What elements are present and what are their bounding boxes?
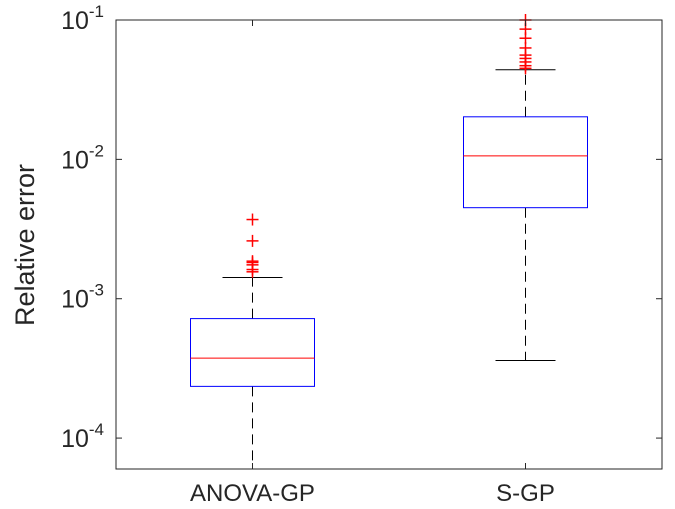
y-axis-label: Relative error bbox=[10, 164, 40, 326]
y-tick-label: 10-3 bbox=[61, 281, 104, 314]
x-tick-label: S-GP bbox=[496, 480, 555, 507]
axes-frame bbox=[115, 19, 663, 470]
box-iqr bbox=[190, 318, 315, 387]
box-iqr bbox=[463, 116, 588, 209]
y-tick-exponent: -2 bbox=[89, 141, 104, 160]
y-tick-exponent: -3 bbox=[89, 281, 104, 300]
outlier-marker bbox=[246, 255, 259, 268]
y-tick-label: 10-1 bbox=[61, 2, 104, 35]
outlier-marker bbox=[246, 213, 259, 226]
y-tick-exponent: -4 bbox=[89, 420, 104, 439]
y-tick-exponent: -1 bbox=[89, 2, 104, 21]
plot-area bbox=[190, 14, 588, 470]
outlier-marker bbox=[246, 234, 259, 247]
y-tick-label: 10-4 bbox=[61, 420, 104, 453]
y-tick-base: 10 bbox=[61, 425, 89, 453]
box-anova-gp bbox=[190, 213, 315, 470]
y-tick-label: 10-2 bbox=[61, 141, 104, 174]
y-tick-base: 10 bbox=[61, 286, 89, 314]
box-s-gp bbox=[463, 14, 588, 362]
x-tick-label: ANOVA-GP bbox=[190, 480, 315, 507]
y-tick-base: 10 bbox=[61, 7, 89, 35]
y-tick-base: 10 bbox=[61, 146, 89, 174]
